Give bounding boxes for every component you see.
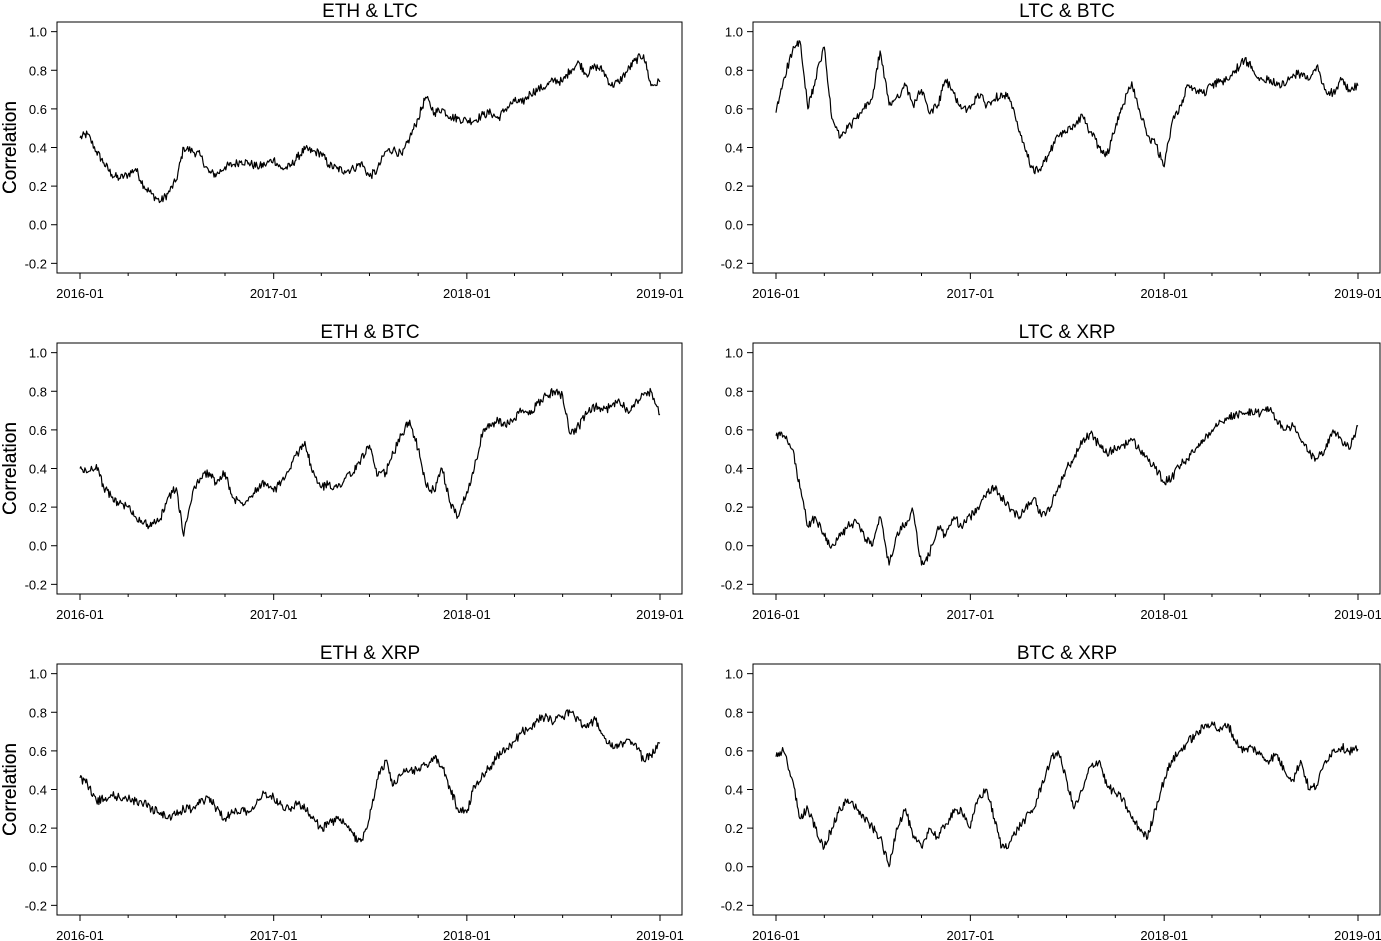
y-axis-label: Correlation <box>0 101 21 194</box>
x-tick-label: 2017-01 <box>946 286 994 301</box>
series-line <box>775 406 1359 566</box>
y-tick-label: 0.0 <box>725 539 743 554</box>
panel-title: LTC & XRP <box>1019 322 1116 343</box>
y-axis-label: Correlation <box>0 101 21 194</box>
y-tick-label: -0.2 <box>721 256 743 271</box>
y-tick-label: 0.2 <box>725 179 743 194</box>
series-line <box>79 709 661 843</box>
y-axis-label: Correlation <box>0 422 21 515</box>
y-tick-label: 0.0 <box>725 860 743 875</box>
series-line <box>79 53 661 204</box>
y-tick-label: 0.0 <box>29 539 47 554</box>
x-tick-label: 2018-01 <box>1140 607 1188 622</box>
x-tick-label: 2019-01 <box>636 928 684 941</box>
x-tick-label: 2019-01 <box>1334 607 1381 622</box>
plot-frame <box>56 342 683 595</box>
plot-frame <box>752 21 1381 274</box>
x-tick-label: 2019-01 <box>1334 286 1381 301</box>
x-tick-label: 2018-01 <box>443 607 491 622</box>
y-tick-label: 1.0 <box>29 346 47 361</box>
y-tick-label: 1.0 <box>725 346 743 361</box>
y-tick-label: -0.2 <box>721 577 743 592</box>
y-axis-label: Correlation <box>0 743 21 836</box>
series-line <box>775 40 1359 175</box>
y-tick-label: 0.4 <box>725 141 743 156</box>
y-tick-label: 0.2 <box>29 500 47 515</box>
x-tick-label: 2016-01 <box>56 286 104 301</box>
y-tick-label: 0.2 <box>725 500 743 515</box>
panel-btc-xrp: BTC & XRP Correlation -0.2 0.0 0.2 0.4 0.6 0.8 1… <box>0 643 1381 941</box>
y-tick-label: 1.0 <box>725 667 743 682</box>
x-tick-label: 2018-01 <box>443 928 491 941</box>
y-tick-label: 1.0 <box>725 25 743 40</box>
y-tick-label: 0.4 <box>29 141 47 156</box>
y-axis-label: Correlation <box>0 422 21 515</box>
x-tick-label: 2018-01 <box>1140 286 1188 301</box>
panel-ltc-btc: LTC & BTC Correlation -0.2 0.0 0.2 0.4 0.6 0.8 1… <box>0 1 1381 301</box>
x-tick-label: 2017-01 <box>946 607 994 622</box>
x-tick-label: 2016-01 <box>56 928 104 941</box>
x-tick-label: 2018-01 <box>1140 928 1188 941</box>
y-tick-label: 0.2 <box>725 821 743 836</box>
y-tick-label: 0.4 <box>725 462 743 477</box>
x-tick-label: 2016-01 <box>752 928 800 941</box>
y-tick-label: -0.2 <box>25 577 47 592</box>
y-tick-label: 0.4 <box>725 783 743 798</box>
x-tick-label: 2017-01 <box>946 928 994 941</box>
y-tick-label: 0.2 <box>29 179 47 194</box>
panel-eth-btc: ETH & BTC Correlation -0.2 0.0 0.2 0.4 0.6 0.8 1… <box>0 322 684 622</box>
x-tick-label: 2017-01 <box>250 928 298 941</box>
panel-title: ETH & XRP <box>320 643 420 664</box>
plot-frame <box>56 663 683 916</box>
y-tick-label: 0.0 <box>29 218 47 233</box>
y-tick-label: -0.2 <box>721 898 743 913</box>
y-tick-label: 0.4 <box>29 783 47 798</box>
y-tick-label: 0.8 <box>725 705 743 720</box>
x-tick-label: 2016-01 <box>56 607 104 622</box>
plot-frame <box>56 21 683 274</box>
series-line <box>775 721 1359 868</box>
y-tick-label: 0.6 <box>29 744 47 759</box>
panel-ltc-xrp: LTC & XRP Correlation -0.2 0.0 0.2 0.4 0.6 0.8 1… <box>0 322 1381 622</box>
y-tick-label: 0.6 <box>29 102 47 117</box>
x-tick-label: 2018-01 <box>443 286 491 301</box>
y-tick-label: 0.6 <box>29 423 47 438</box>
y-tick-label: 1.0 <box>29 25 47 40</box>
plot-frame <box>752 663 1381 916</box>
y-tick-label: 0.0 <box>725 218 743 233</box>
y-tick-label: 0.8 <box>29 63 47 78</box>
y-tick-label: 0.6 <box>725 744 743 759</box>
y-tick-label: -0.2 <box>25 898 47 913</box>
y-tick-label: -0.2 <box>25 256 47 271</box>
x-tick-label: 2019-01 <box>1334 928 1381 941</box>
x-tick-label: 2016-01 <box>752 286 800 301</box>
panel-eth-ltc: ETH & LTC Correlation -0.2 0.0 0.2 0.4 0.6 0.8 1… <box>0 1 684 301</box>
x-tick-label: 2017-01 <box>250 286 298 301</box>
y-tick-label: 0.4 <box>29 462 47 477</box>
x-tick-label: 2019-01 <box>636 286 684 301</box>
y-tick-label: 0.2 <box>29 821 47 836</box>
x-tick-label: 2017-01 <box>250 607 298 622</box>
y-tick-label: 0.6 <box>725 102 743 117</box>
y-tick-label: 1.0 <box>29 667 47 682</box>
y-tick-label: 0.8 <box>29 705 47 720</box>
panel-title: ETH & BTC <box>320 322 419 343</box>
series-line <box>79 387 661 537</box>
panel-title: LTC & BTC <box>1019 1 1115 22</box>
y-tick-label: 0.8 <box>725 384 743 399</box>
y-tick-label: 0.8 <box>725 63 743 78</box>
y-tick-label: 0.6 <box>725 423 743 438</box>
panel-eth-xrp: ETH & XRP Correlation -0.2 0.0 0.2 0.4 0.6 0.8 1… <box>0 643 684 941</box>
y-tick-label: 0.0 <box>29 860 47 875</box>
panel-title: BTC & XRP <box>1017 643 1117 664</box>
panel-title: ETH & LTC <box>322 1 418 22</box>
y-axis-label: Correlation <box>0 743 21 836</box>
x-tick-label: 2016-01 <box>752 607 800 622</box>
y-tick-label: 0.8 <box>29 384 47 399</box>
x-tick-label: 2019-01 <box>636 607 684 622</box>
